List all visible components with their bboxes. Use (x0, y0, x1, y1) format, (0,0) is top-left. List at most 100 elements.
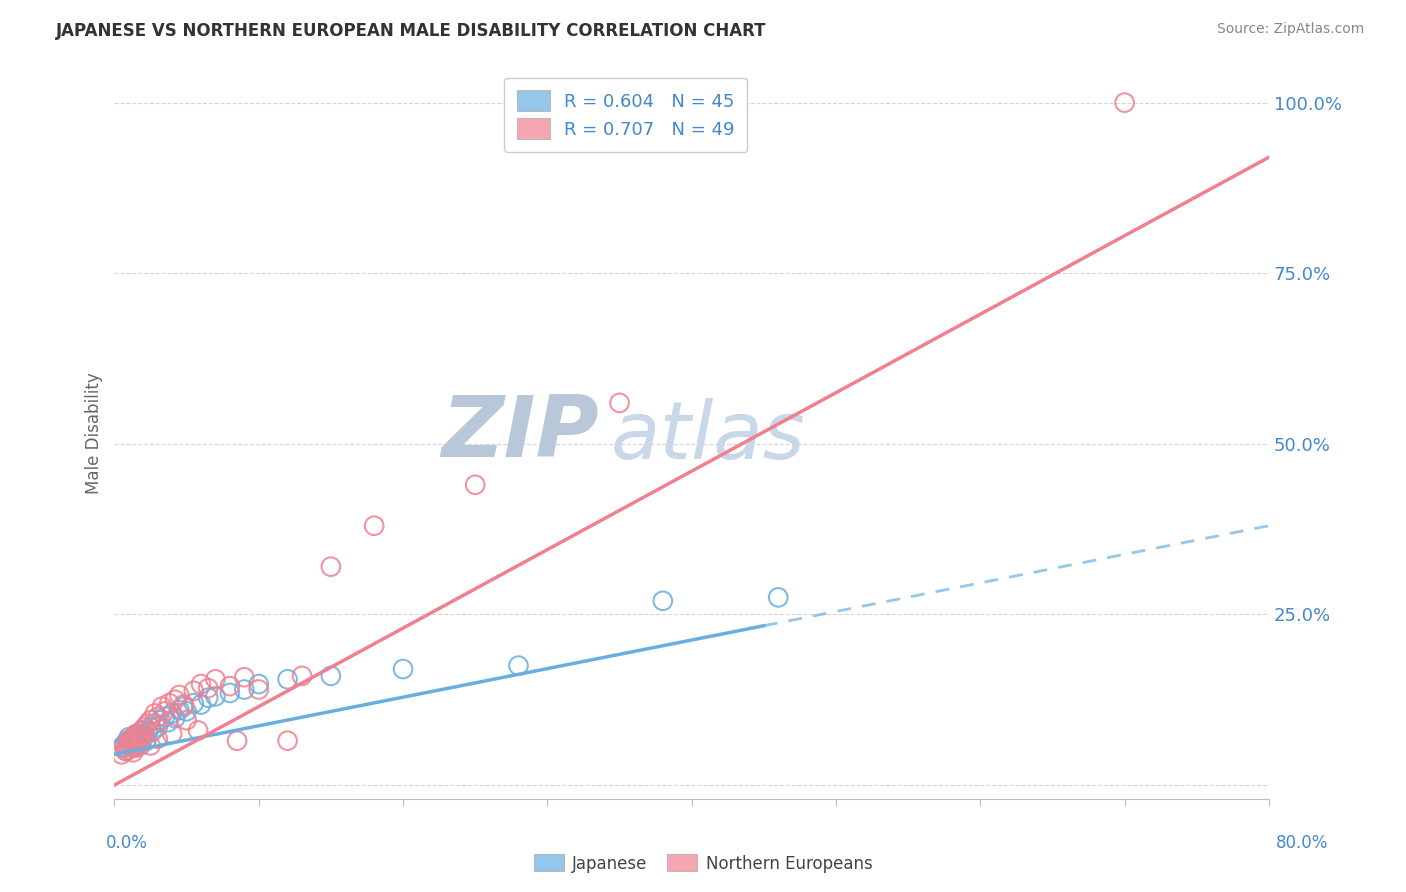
Y-axis label: Male Disability: Male Disability (86, 373, 103, 494)
Point (141, 724, 163, 739)
Point (183, 684, 205, 698)
Point (139, 720, 162, 734)
Point (117, 737, 139, 751)
Legend: R = 0.604   N = 45, R = 0.707   N = 49: R = 0.604 N = 45, R = 0.707 N = 49 (505, 78, 747, 152)
Point (197, 690, 219, 705)
Point (247, 677, 270, 691)
Point (143, 706, 166, 721)
Point (129, 729, 152, 743)
Point (122, 740, 145, 755)
Point (176, 713, 198, 727)
Text: Source: ZipAtlas.com: Source: ZipAtlas.com (1216, 22, 1364, 37)
Text: JAPANESE VS NORTHERN EUROPEAN MALE DISABILITY CORRELATION CHART: JAPANESE VS NORTHERN EUROPEAN MALE DISAB… (56, 22, 766, 40)
Point (118, 739, 141, 753)
Point (146, 720, 169, 734)
Point (139, 739, 162, 753)
Point (139, 713, 162, 727)
Point (136, 724, 159, 739)
Point (153, 710, 176, 724)
Point (146, 710, 169, 724)
Point (319, 669, 342, 683)
Point (319, 559, 342, 574)
Point (131, 723, 153, 738)
Point (127, 727, 149, 741)
Point (233, 682, 256, 697)
Point (187, 723, 209, 738)
Point (163, 692, 186, 706)
Text: 0.0%: 0.0% (105, 834, 148, 852)
Point (204, 690, 226, 704)
Point (609, 396, 631, 410)
Point (163, 711, 186, 725)
Point (768, 591, 790, 605)
Point (125, 740, 148, 755)
Point (121, 736, 143, 750)
Point (129, 739, 152, 753)
Point (114, 740, 136, 755)
Point (111, 747, 134, 762)
Point (197, 681, 219, 695)
Point (169, 703, 191, 717)
Point (190, 677, 212, 691)
Point (118, 742, 141, 756)
Point (233, 670, 256, 684)
Point (131, 731, 153, 745)
Point (651, 594, 673, 608)
Point (127, 731, 149, 746)
Point (122, 731, 145, 745)
Point (183, 696, 205, 710)
Point (124, 733, 146, 747)
Text: atlas: atlas (610, 398, 806, 476)
Point (136, 716, 159, 731)
Legend: Japanese, Northern Europeans: Japanese, Northern Europeans (527, 847, 879, 880)
Point (117, 733, 139, 747)
Point (204, 673, 226, 687)
Point (135, 733, 157, 747)
Point (150, 699, 173, 714)
Point (392, 662, 415, 676)
Point (277, 733, 299, 747)
Point (218, 679, 240, 693)
Point (156, 715, 179, 730)
Point (124, 729, 146, 743)
Point (173, 698, 195, 712)
Point (169, 688, 191, 702)
Point (363, 518, 385, 533)
Point (115, 744, 138, 758)
Point (190, 698, 212, 712)
Point (134, 720, 156, 734)
Point (118, 731, 141, 745)
Point (128, 737, 150, 751)
Point (149, 713, 172, 727)
Point (277, 673, 299, 687)
Point (132, 727, 155, 741)
Point (122, 745, 145, 759)
Point (173, 699, 195, 714)
Point (114, 737, 136, 751)
Point (464, 477, 486, 491)
Point (125, 733, 148, 747)
Point (143, 716, 166, 731)
Point (1114, 95, 1136, 110)
Text: ZIP: ZIP (441, 392, 599, 475)
Point (132, 723, 155, 738)
Point (157, 696, 180, 710)
Point (111, 740, 134, 755)
Point (160, 706, 183, 721)
Point (218, 686, 240, 700)
Point (247, 682, 270, 697)
Point (176, 704, 198, 718)
Point (134, 729, 156, 743)
Point (153, 704, 176, 718)
Point (160, 727, 183, 741)
Point (118, 733, 141, 747)
Point (135, 733, 157, 747)
Point (115, 744, 138, 758)
Point (122, 731, 145, 746)
Point (121, 739, 143, 753)
Point (146, 731, 169, 746)
Point (128, 731, 150, 746)
Point (125, 737, 148, 751)
Point (508, 658, 530, 673)
Text: 80.0%: 80.0% (1277, 834, 1329, 852)
